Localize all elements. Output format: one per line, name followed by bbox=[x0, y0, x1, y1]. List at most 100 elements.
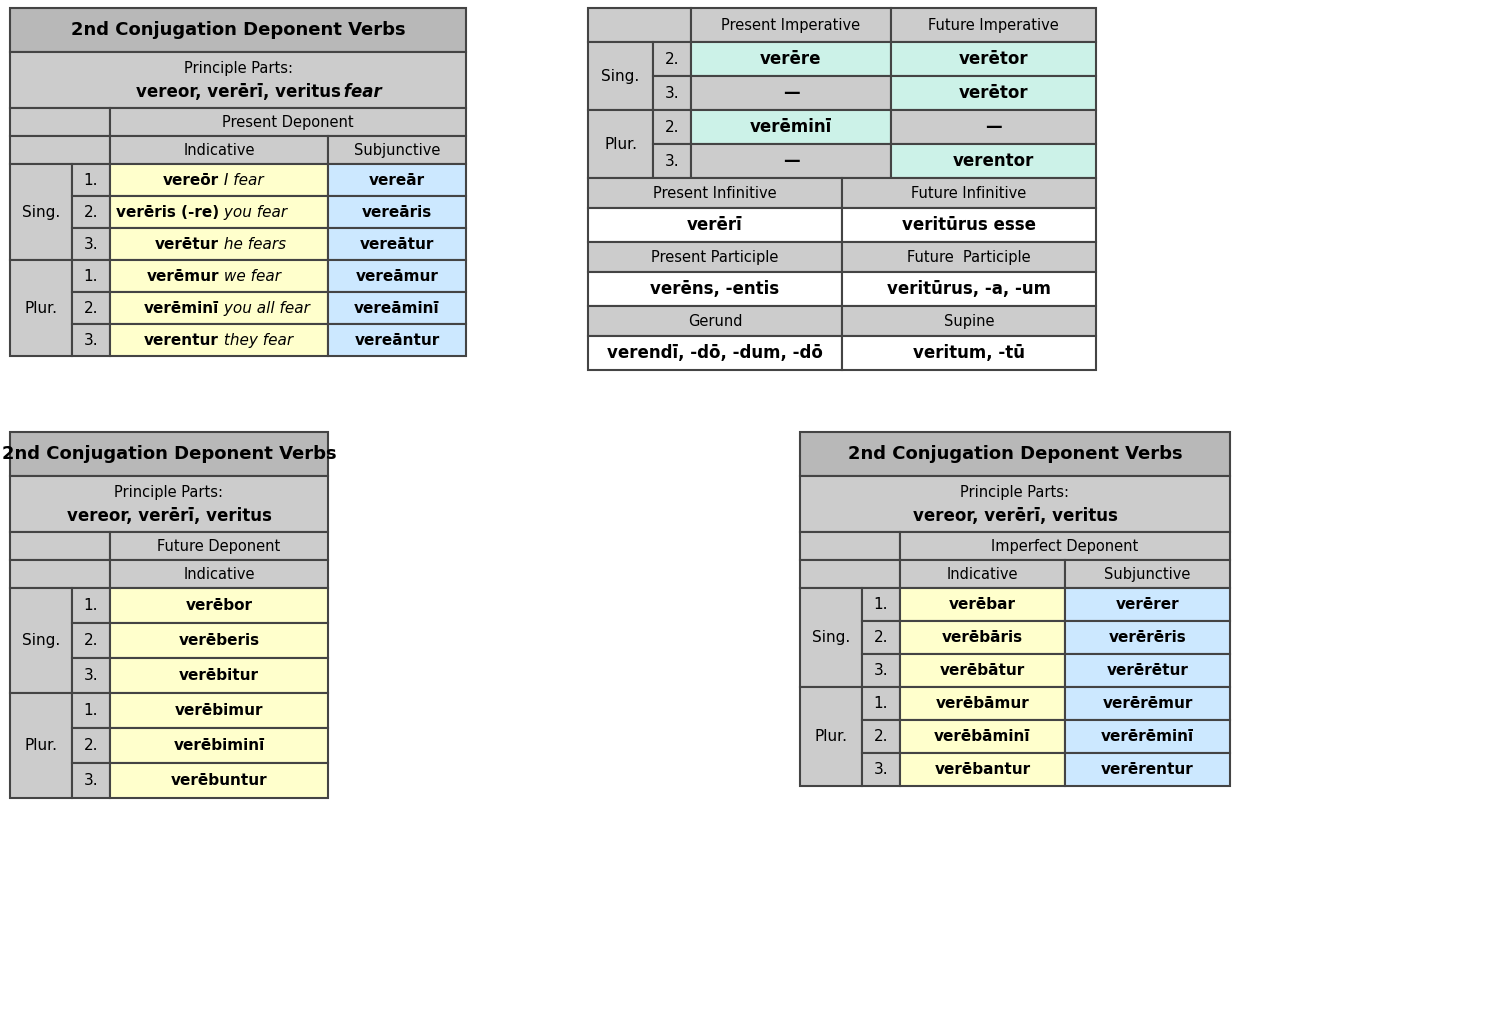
Bar bbox=[110, 532, 327, 560]
Bar bbox=[800, 432, 1230, 476]
Bar bbox=[110, 164, 327, 196]
Bar bbox=[653, 42, 691, 76]
Bar bbox=[110, 560, 327, 588]
Bar bbox=[899, 654, 1065, 687]
Text: Principle Parts:: Principle Parts: bbox=[184, 61, 293, 77]
Text: vereōr: vereōr bbox=[163, 173, 219, 187]
Text: verēbimur: verēbimur bbox=[175, 703, 263, 718]
Text: Imperfect Deponent: Imperfect Deponent bbox=[991, 539, 1139, 554]
Text: —: — bbox=[783, 84, 800, 102]
Bar bbox=[800, 532, 899, 560]
Text: verēbuntur: verēbuntur bbox=[171, 773, 267, 788]
Bar bbox=[842, 208, 1096, 242]
Bar bbox=[72, 623, 110, 658]
Bar bbox=[110, 763, 327, 798]
Bar bbox=[327, 324, 466, 356]
Text: 1.: 1. bbox=[874, 597, 889, 612]
Text: verendī, -dō, -dum, -dō: verendī, -dō, -dum, -dō bbox=[607, 344, 822, 362]
Bar bbox=[327, 228, 466, 260]
Text: 2.: 2. bbox=[874, 630, 889, 645]
Text: verēns, -entis: verēns, -entis bbox=[650, 280, 780, 298]
Text: Sing.: Sing. bbox=[21, 633, 60, 648]
Bar bbox=[72, 763, 110, 798]
Bar bbox=[327, 260, 466, 292]
Text: 2.: 2. bbox=[85, 300, 98, 316]
Bar bbox=[589, 336, 842, 370]
Text: Present Participle: Present Participle bbox=[652, 249, 779, 265]
Text: verēbāmur: verēbāmur bbox=[936, 696, 1029, 711]
Text: verērēminī: verērēminī bbox=[1102, 729, 1194, 744]
Bar bbox=[1065, 721, 1230, 753]
Text: verēbantur: verēbantur bbox=[934, 762, 1031, 777]
Text: vereāmur: vereāmur bbox=[356, 269, 439, 283]
Bar bbox=[72, 658, 110, 693]
Text: Plur.: Plur. bbox=[815, 729, 848, 744]
Text: 2.: 2. bbox=[85, 633, 98, 648]
Bar bbox=[110, 588, 327, 623]
Bar bbox=[589, 178, 842, 208]
Bar bbox=[589, 42, 653, 110]
Text: Present Imperative: Present Imperative bbox=[721, 17, 860, 33]
Bar bbox=[327, 196, 466, 228]
Text: Principle Parts:: Principle Parts: bbox=[961, 485, 1070, 501]
Bar bbox=[653, 144, 691, 178]
Bar bbox=[899, 588, 1065, 621]
Text: vereor, verērī, veritus: vereor, verērī, veritus bbox=[136, 84, 341, 101]
Bar bbox=[110, 658, 327, 693]
Text: Supine: Supine bbox=[943, 314, 994, 328]
Bar bbox=[327, 164, 466, 196]
Bar bbox=[11, 164, 72, 260]
Bar bbox=[72, 260, 110, 292]
Bar bbox=[72, 196, 110, 228]
Text: verētor: verētor bbox=[958, 50, 1028, 68]
Text: verentor: verentor bbox=[952, 152, 1034, 170]
Text: verērēris: verērēris bbox=[1109, 630, 1186, 645]
Text: verēbātur: verēbātur bbox=[940, 663, 1025, 678]
Bar bbox=[862, 654, 899, 687]
Text: 3.: 3. bbox=[664, 153, 679, 169]
Text: vereār: vereār bbox=[368, 173, 426, 187]
Text: verētor: verētor bbox=[958, 84, 1028, 102]
Text: he fears: he fears bbox=[219, 236, 287, 251]
Bar bbox=[862, 753, 899, 786]
Text: vereor, verērī, veritus: vereor, verērī, veritus bbox=[66, 507, 272, 525]
Text: verēminī: verēminī bbox=[143, 300, 219, 316]
Bar bbox=[842, 306, 1096, 336]
Text: verēbiminī: verēbiminī bbox=[174, 738, 264, 753]
Bar bbox=[1065, 560, 1230, 588]
Bar bbox=[691, 144, 890, 178]
Bar bbox=[327, 292, 466, 324]
Text: 1.: 1. bbox=[85, 173, 98, 187]
Text: verērentur: verērentur bbox=[1102, 762, 1194, 777]
Bar bbox=[862, 588, 899, 621]
Bar bbox=[327, 136, 466, 164]
Bar bbox=[862, 687, 899, 721]
Text: verērēmur: verērēmur bbox=[1102, 696, 1192, 711]
Bar bbox=[110, 136, 327, 164]
Bar bbox=[691, 76, 890, 110]
Text: Plur.: Plur. bbox=[24, 300, 57, 316]
Text: Indicative: Indicative bbox=[183, 566, 255, 582]
Bar bbox=[800, 588, 862, 687]
Text: 3.: 3. bbox=[83, 332, 98, 347]
Bar bbox=[800, 560, 899, 588]
Text: Sing.: Sing. bbox=[812, 630, 850, 645]
Text: Indicative: Indicative bbox=[183, 142, 255, 157]
Bar bbox=[589, 272, 842, 306]
Bar bbox=[589, 208, 842, 242]
Text: verentur: verentur bbox=[145, 332, 219, 347]
Text: 2.: 2. bbox=[874, 729, 889, 744]
Text: you all fear: you all fear bbox=[219, 300, 309, 316]
Text: I fear: I fear bbox=[219, 173, 264, 187]
Bar bbox=[11, 8, 466, 52]
Bar bbox=[589, 8, 691, 42]
Text: Subjunctive: Subjunctive bbox=[1105, 566, 1191, 582]
Text: Subjunctive: Subjunctive bbox=[353, 142, 441, 157]
Text: Principle Parts:: Principle Parts: bbox=[115, 485, 223, 501]
Text: we fear: we fear bbox=[219, 269, 281, 283]
Bar bbox=[800, 687, 862, 786]
Bar bbox=[1065, 654, 1230, 687]
Bar bbox=[899, 621, 1065, 654]
Text: verērer: verērer bbox=[1115, 597, 1180, 612]
Bar bbox=[899, 687, 1065, 721]
